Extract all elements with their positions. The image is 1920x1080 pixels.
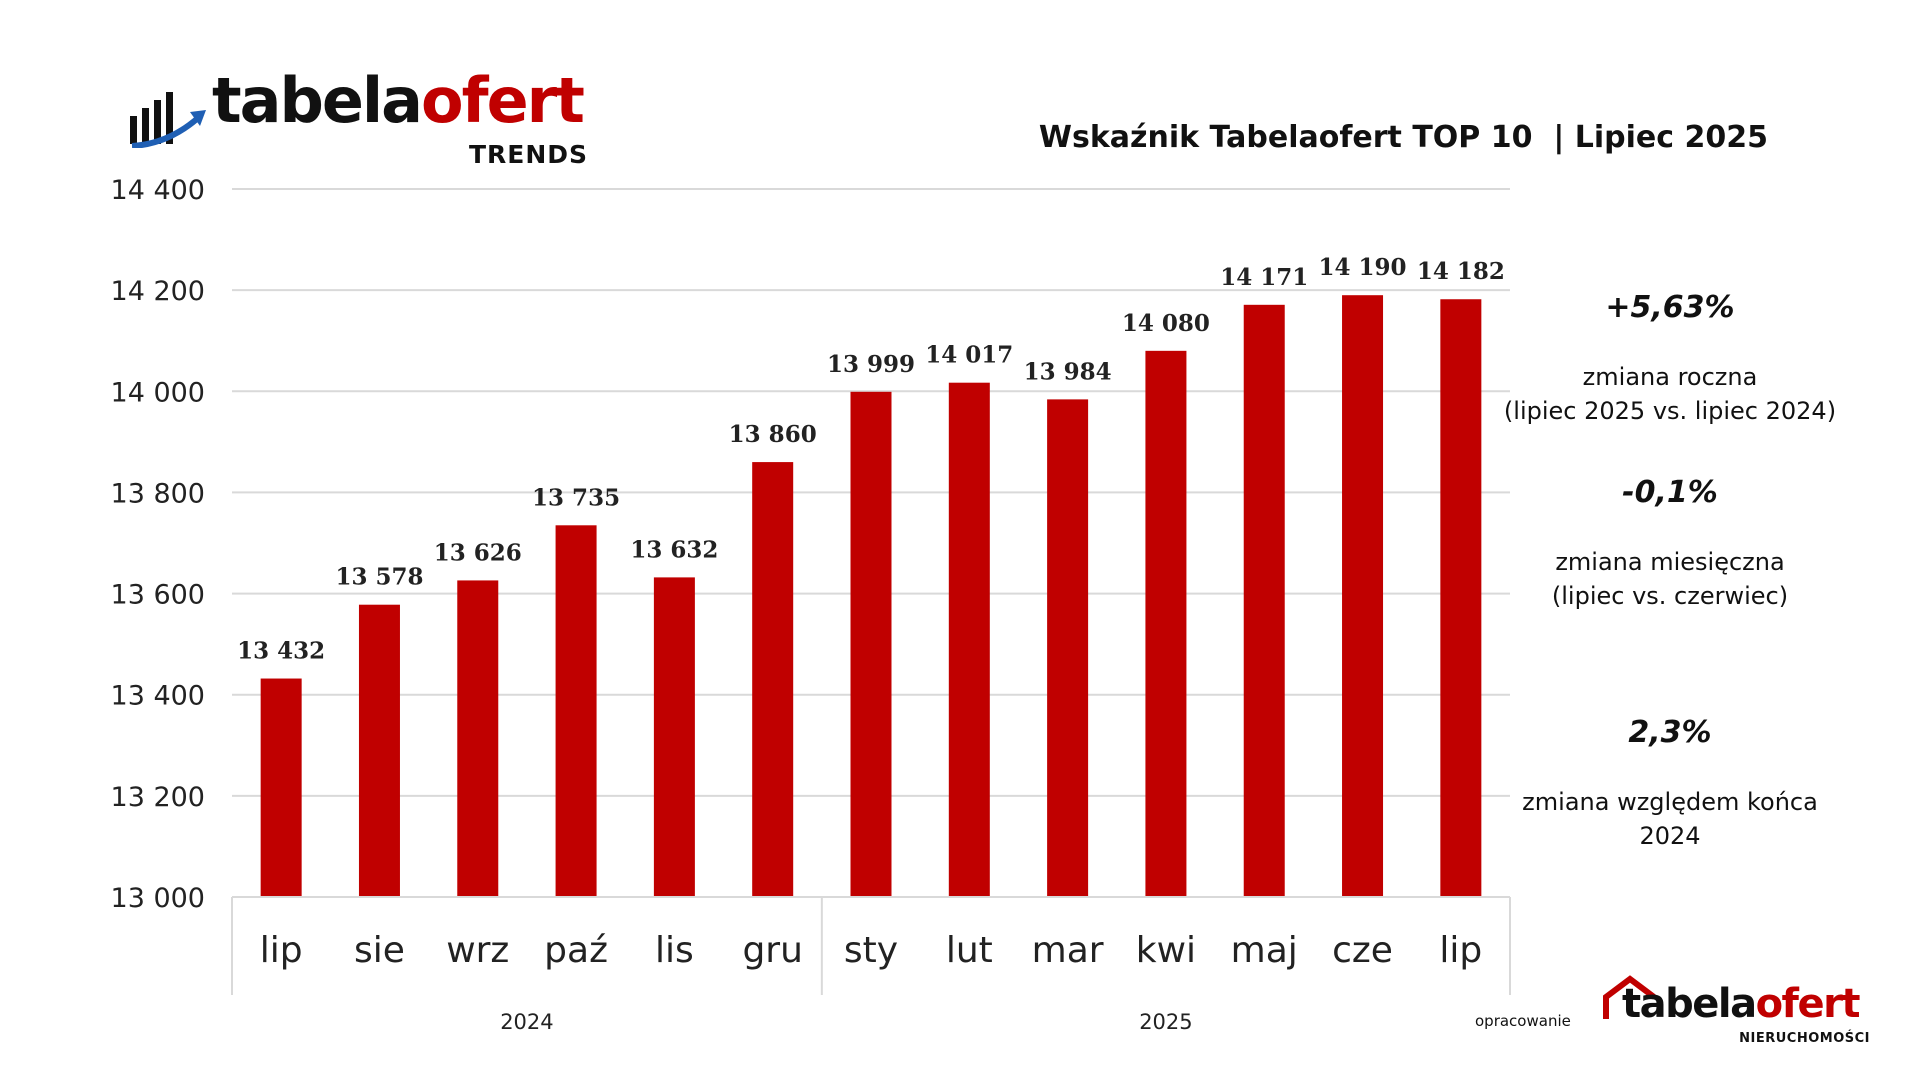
bar: [555, 525, 597, 897]
stat-monthly-change: -0,1% zmiana miesięczna (lipiec vs. czer…: [1500, 475, 1840, 613]
y-tick-label: 14 000: [111, 377, 205, 408]
y-tick-label: 13 800: [111, 478, 205, 509]
y-tick-label: 13 600: [111, 580, 205, 611]
stat-annual-desc: zmiana roczna (lipiec 2025 vs. lipiec 20…: [1503, 363, 1837, 425]
stat-ytd-value: 2,3%: [1628, 715, 1712, 750]
bar: [1145, 350, 1187, 897]
data-label: 13 735: [532, 484, 620, 511]
bar-chart-arrow-icon: [130, 92, 206, 148]
x-group-label: 2025: [1139, 1010, 1192, 1034]
x-tick-label: lip: [1439, 930, 1482, 971]
logo-word-ofert: ofert: [421, 64, 585, 137]
bar: [1440, 299, 1482, 897]
data-label: 13 578: [335, 564, 423, 591]
x-tick-label: mar: [1032, 930, 1104, 971]
x-tick-label: lut: [946, 930, 993, 971]
page-title: Wskaźnik Tabelaofert TOP 10 | Lipiec 202…: [1038, 120, 1768, 155]
footer-credit: opracowanie: [1475, 1012, 1571, 1030]
data-label: 14 171: [1220, 264, 1308, 291]
data-label: 13 999: [827, 351, 915, 378]
logo-bottom-word-tabela: tabela: [1622, 981, 1757, 1027]
x-tick-label: maj: [1231, 930, 1298, 971]
stat-annual-value: +5,63%: [1605, 290, 1735, 325]
y-tick-label: 13 400: [111, 681, 205, 712]
data-label: 13 632: [630, 536, 718, 563]
bar: [948, 382, 990, 897]
y-tick-label: 14 200: [111, 276, 205, 307]
logo-bottom-wordmark: tabelaofert: [1622, 981, 1861, 1027]
data-label: 14 182: [1417, 258, 1505, 285]
x-tick-label: lis: [655, 930, 694, 971]
x-tick-label: kwi: [1136, 930, 1196, 971]
x-tick-label: sty: [844, 930, 898, 971]
y-tick-label: 14 400: [111, 175, 205, 206]
data-label: 13 626: [434, 539, 522, 566]
tabelaofert-nieruchomosci-logo: tabelaofert NIERUCHOMOŚCI: [1600, 975, 1870, 1055]
bar: [653, 577, 695, 897]
bar: [752, 462, 794, 897]
y-tick-label: 13 000: [111, 883, 205, 914]
bar: [1243, 304, 1285, 897]
logo-word-tabela: tabela: [212, 64, 423, 137]
x-tick-label: cze: [1332, 930, 1393, 971]
data-label: 14 190: [1319, 254, 1407, 281]
data-label: 13 432: [237, 638, 325, 665]
bar: [358, 604, 400, 897]
x-tick-label: lip: [260, 930, 303, 971]
logo-bottom-word-ofert: ofert: [1755, 981, 1861, 1027]
bar: [850, 391, 892, 897]
logo-subtitle: TRENDS: [468, 140, 588, 169]
x-tick-label: gru: [742, 930, 802, 971]
stat-ytd-desc: zmiana względem końca 2024: [1522, 788, 1818, 850]
stat-monthly-value: -0,1%: [1622, 475, 1718, 510]
logo-wordmark: tabelaofert: [212, 70, 585, 132]
tabelaofert-trends-logo: tabelaofert TRENDS: [128, 70, 608, 170]
stat-annual-change: +5,63% zmiana roczna (lipiec 2025 vs. li…: [1500, 290, 1840, 428]
data-label: 14 080: [1122, 310, 1210, 337]
bar: [260, 678, 302, 897]
stat-ytd-change: 2,3% zmiana względem końca 2024: [1500, 715, 1840, 853]
stat-monthly-desc: zmiana miesięczna (lipiec vs. czerwiec): [1551, 548, 1789, 610]
y-tick-label: 13 200: [111, 782, 205, 813]
data-label: 14 017: [925, 342, 1013, 369]
bar: [1047, 399, 1089, 897]
bar: [1342, 295, 1384, 897]
x-group-label: 2024: [500, 1010, 553, 1034]
bar: [457, 580, 499, 897]
data-label: 13 984: [1024, 358, 1112, 385]
x-tick-label: wrz: [446, 930, 509, 971]
house-roof-icon: [1603, 975, 1656, 1019]
logo-bottom-subtitle: NIERUCHOMOŚCI: [1739, 1031, 1870, 1046]
data-label: 13 860: [729, 421, 817, 448]
x-tick-label: paź: [544, 930, 608, 971]
x-tick-label: sie: [354, 930, 405, 971]
